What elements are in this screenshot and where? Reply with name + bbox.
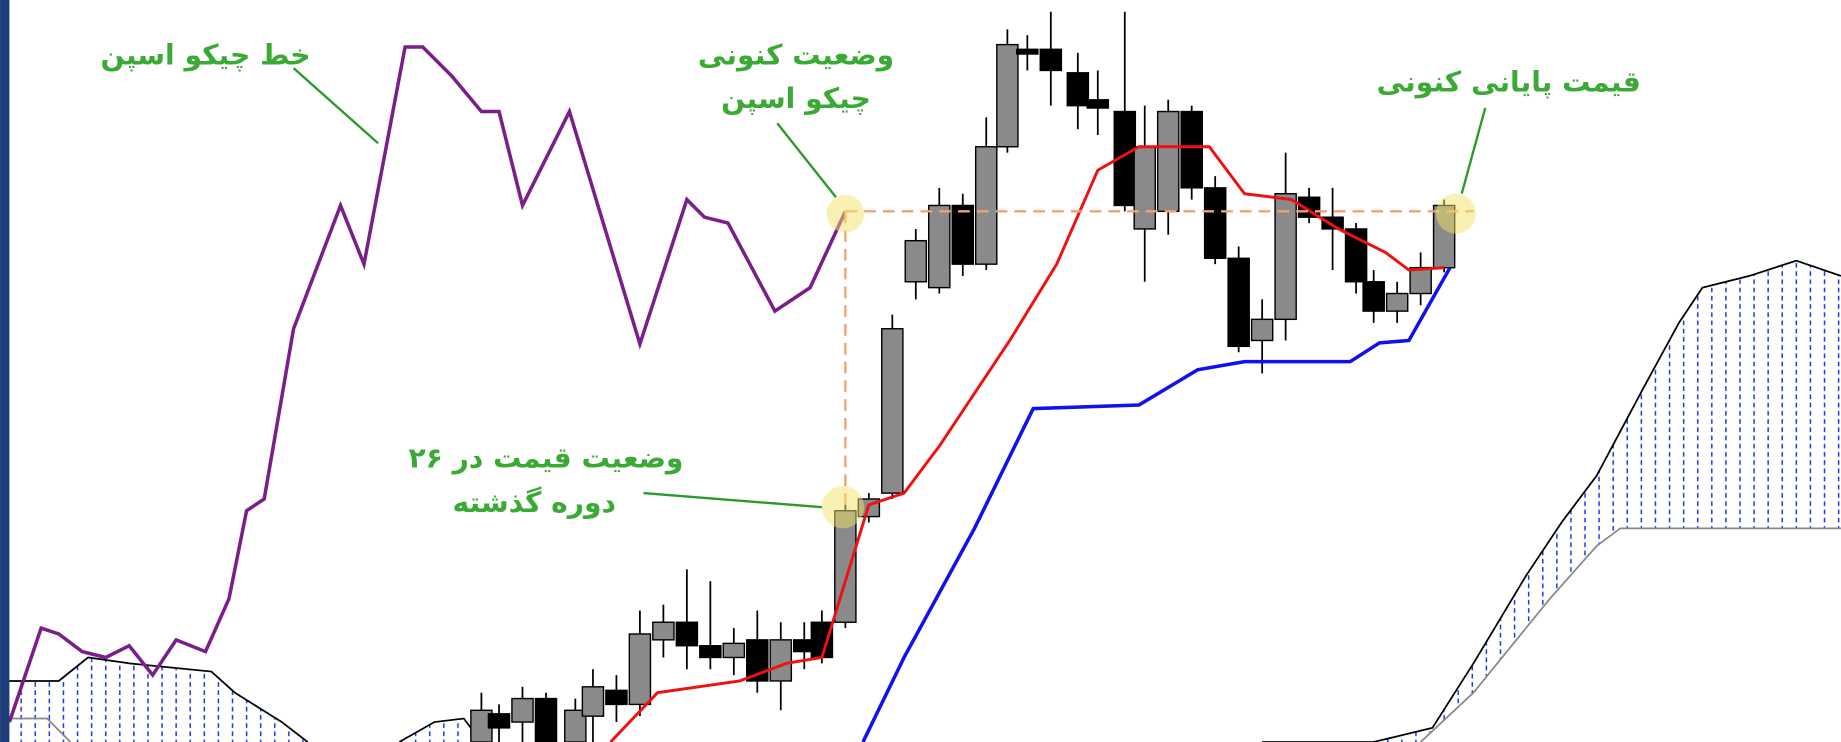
candle-body: [628, 633, 652, 706]
candle-body: [1086, 99, 1110, 109]
pointer: [643, 491, 822, 509]
candle-body: [1156, 110, 1180, 213]
candle-body: [564, 709, 587, 742]
frame-edge: [0, 0, 10, 742]
candle-body: [1362, 281, 1385, 312]
candle-body: [1344, 228, 1368, 283]
candles: [470, 11, 1456, 742]
annotation: دوره گذشته: [452, 486, 615, 519]
candle-body: [951, 204, 975, 265]
candle-body: [769, 639, 793, 682]
annotation: وضعیت کنونی: [698, 39, 894, 72]
senkou-b-right: [1420, 527, 1841, 742]
candle-body: [1016, 48, 1039, 55]
candle-body: [1385, 292, 1409, 312]
annotation: وضعیت قیمت در ۲۶: [408, 441, 683, 474]
candle-body: [928, 204, 951, 289]
candle-body: [699, 645, 722, 659]
senkou-a-right: [1262, 259, 1841, 742]
candle-body: [581, 686, 605, 717]
annotation: خط چیکو اسپن: [100, 39, 310, 72]
candle-body: [511, 697, 534, 723]
highlight: [1435, 193, 1476, 234]
candle-body: [722, 642, 746, 659]
annotation: چیکو اسپن: [721, 82, 871, 115]
candle-body: [652, 621, 675, 641]
tenkan-sen: [609, 145, 1445, 742]
senkou-a-left: [9, 656, 309, 742]
cloud-right: [1373, 260, 1841, 742]
pointer: [1460, 107, 1487, 195]
candle-body: [1066, 72, 1090, 107]
candle-body: [1321, 216, 1344, 230]
candle-body: [675, 621, 699, 647]
candle-body: [904, 239, 928, 283]
candle-body: [974, 146, 998, 265]
candle-body: [487, 713, 511, 729]
candle-body: [534, 697, 558, 742]
candle-body: [1227, 257, 1250, 348]
candle-body: [1274, 193, 1297, 321]
cloud-mid: [399, 718, 482, 742]
highlight: [826, 194, 865, 233]
candle-body: [1409, 266, 1432, 295]
candle-body: [746, 639, 769, 682]
candle-body: [1180, 110, 1203, 189]
kijun-sen: [861, 266, 1452, 742]
senkou-b-left: [9, 717, 72, 742]
annotation: قیمت پایانی کنونی: [1377, 66, 1641, 99]
candle-body: [810, 621, 834, 659]
candle-body: [1039, 48, 1063, 72]
candle-body: [881, 328, 904, 494]
candle-body: [1203, 187, 1227, 259]
pointer: [776, 122, 837, 198]
highlight: [821, 486, 865, 529]
cloud-left: [9, 657, 308, 742]
chikou-span: [7, 45, 847, 723]
candle-body: [1133, 146, 1157, 230]
candle-body: [996, 43, 1019, 148]
pointer: [292, 67, 379, 145]
candle-body: [1250, 318, 1274, 342]
candle-body: [605, 689, 628, 706]
